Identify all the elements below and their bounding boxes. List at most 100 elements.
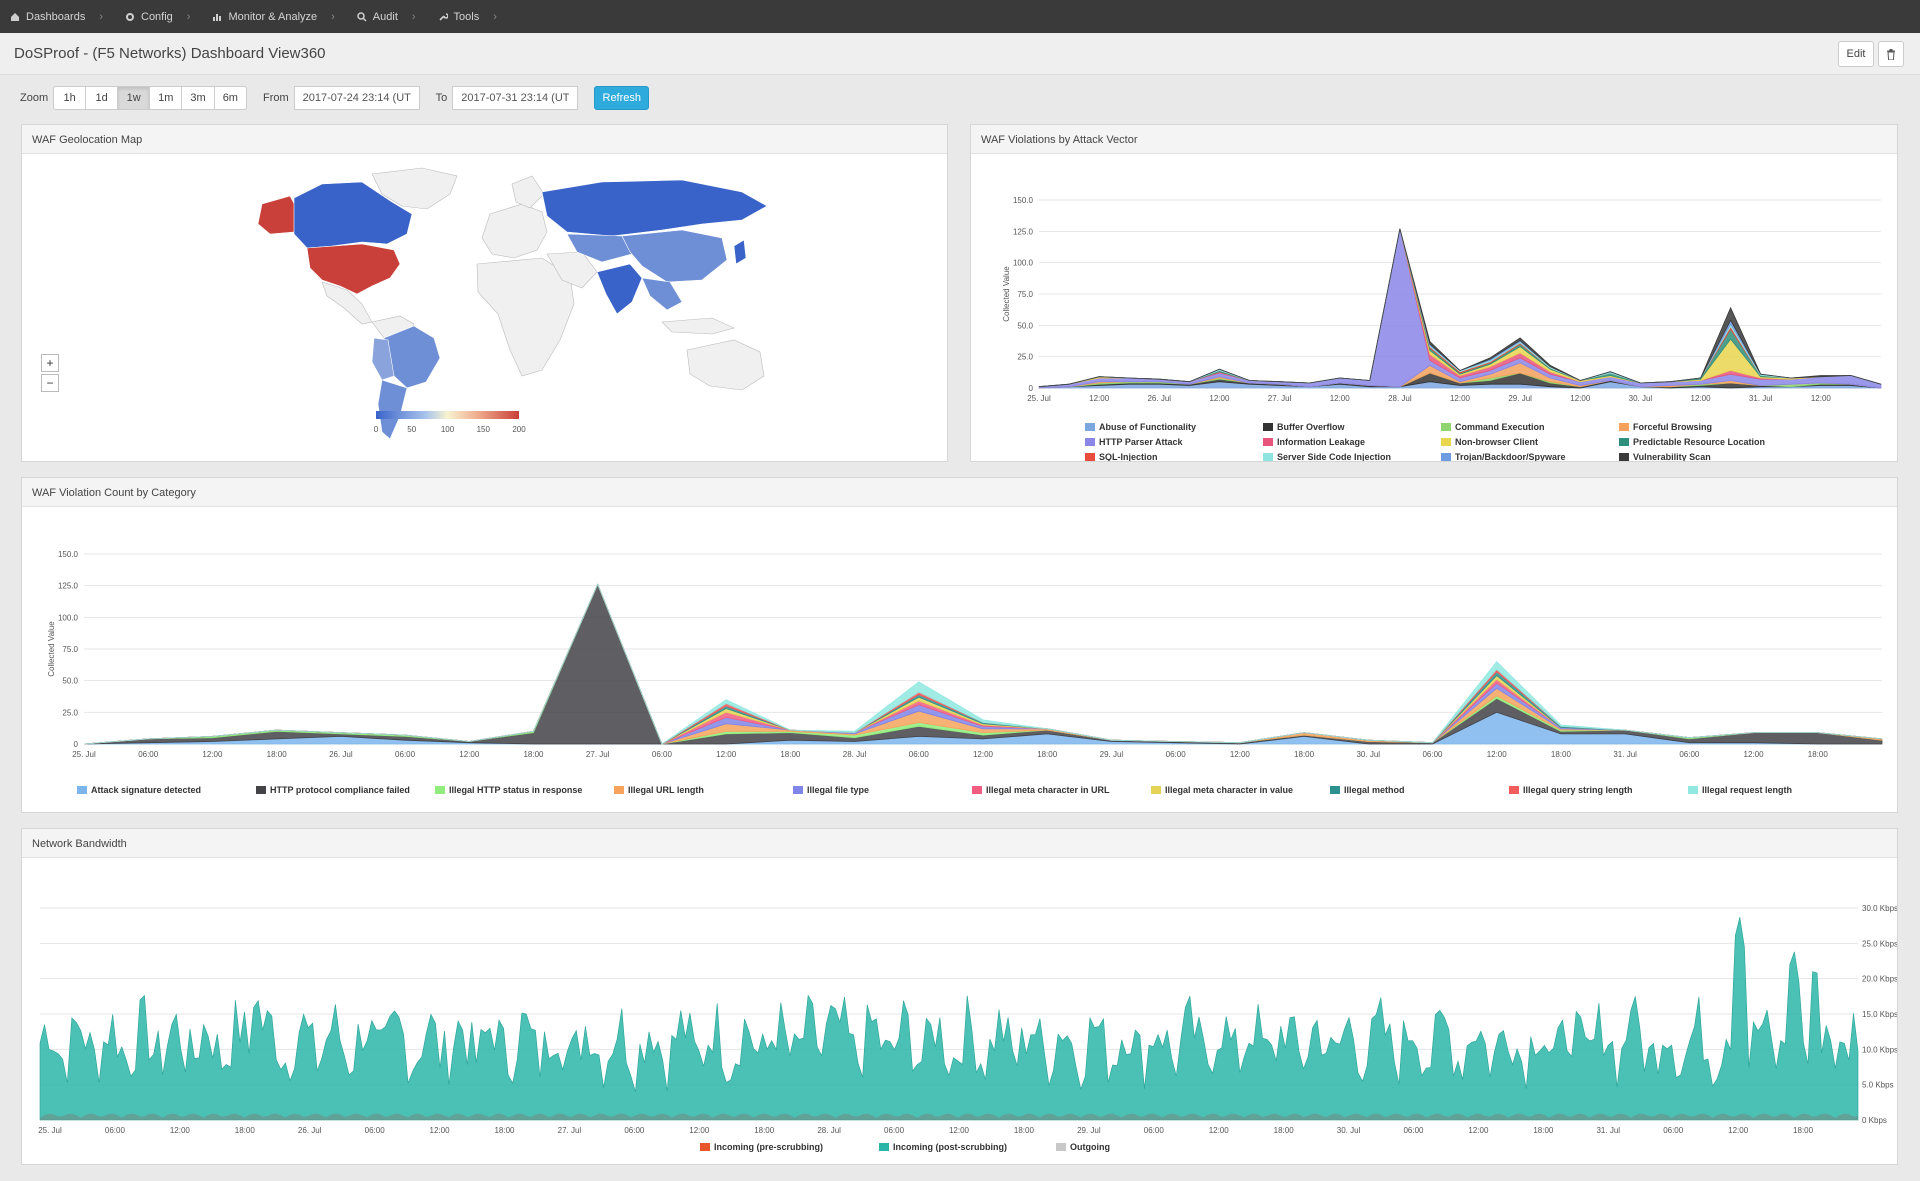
- legend-item[interactable]: HTTP Parser Attack: [1085, 437, 1184, 447]
- map-scale-tick: 0: [374, 425, 379, 434]
- y-tick-label: 0: [74, 740, 79, 749]
- country-china: [621, 229, 728, 283]
- legend-item[interactable]: Abuse of Functionality: [1085, 422, 1196, 432]
- legend-item[interactable]: HTTP protocol compliance failed: [256, 785, 410, 795]
- legend-item[interactable]: Illegal URL length: [614, 785, 704, 795]
- legend-label: Illegal file type: [807, 785, 869, 795]
- from-label: From: [262, 92, 289, 104]
- legend-item[interactable]: Illegal query string length: [1509, 785, 1633, 795]
- zoom-6m-button[interactable]: 6m: [213, 86, 247, 110]
- bar-chart-icon: [213, 13, 222, 21]
- x-tick-label: 12:00: [1089, 394, 1110, 403]
- map-zoom-in-button[interactable]: +: [41, 354, 59, 372]
- y-tick-label: 50.0: [1017, 321, 1033, 330]
- legend-item[interactable]: Command Execution: [1441, 422, 1545, 432]
- legend-swatch: [1330, 786, 1340, 794]
- y-tick-label: 100.0: [58, 613, 79, 622]
- zoom-1d-button[interactable]: 1d: [85, 86, 119, 110]
- zoom-3m-button[interactable]: 3m: [181, 86, 215, 110]
- attack-vector-chart[interactable]: 150.0 125.0 100.0 75.0 50.0 25.0 0 Collected Va…: [971, 154, 1897, 461]
- x-tick-label: 18:00: [1037, 750, 1058, 759]
- legend-label: Information Leakage: [1277, 437, 1365, 447]
- wrench-icon: [438, 12, 448, 21]
- x-tick-label: 18:00: [1294, 750, 1315, 759]
- x-tick-label: 18:00: [1533, 1126, 1554, 1135]
- legend-item[interactable]: Illegal file type: [793, 785, 869, 795]
- x-tick-label: 06:00: [105, 1126, 126, 1135]
- nav-item-dashboards[interactable]: Dashboards ›: [10, 11, 103, 23]
- series-area-vulnerability-scan[interactable]: [1038, 228, 1882, 388]
- x-tick-label: 12:00: [1487, 750, 1508, 759]
- y-tick-label: 25.0: [1017, 353, 1033, 362]
- legend-item[interactable]: Outgoing: [1056, 1142, 1110, 1152]
- series-area-incoming-pre-scrubbing[interactable]: [40, 1113, 1858, 1120]
- zoom-1w-button[interactable]: 1w: [117, 86, 151, 110]
- legend-item[interactable]: SQL-Injection: [1085, 452, 1158, 461]
- series-area-incoming-post-scrubbing[interactable]: [39, 917, 1859, 1121]
- x-tick-label: 12:00: [1450, 394, 1471, 403]
- y-tick-label: 125.0: [58, 582, 79, 591]
- map-scale-tick: 150: [477, 425, 491, 434]
- legend-item[interactable]: Illegal request length: [1688, 785, 1792, 795]
- y-tick-label: 75.0: [1017, 290, 1033, 299]
- series-area-illegal-request-length[interactable]: [83, 583, 1883, 745]
- attack-vector-panel: WAF Violations by Attack Vector 150.0 125…: [970, 124, 1898, 462]
- legend-item[interactable]: Buffer Overflow: [1263, 422, 1346, 432]
- world-map[interactable]: 0 50 100 150 200: [22, 154, 947, 461]
- x-tick-label: 12:00: [430, 1126, 451, 1135]
- x-tick-label: 12:00: [1570, 394, 1591, 403]
- legend-item[interactable]: Incoming (pre-scrubbing): [700, 1142, 823, 1152]
- violation-category-chart[interactable]: 150.0 125.0 100.0 75.0 50.0 25.0 0 Collected Va…: [22, 507, 1897, 812]
- legend-item[interactable]: Trojan/Backdoor/Spyware: [1441, 452, 1566, 461]
- legend-item[interactable]: Vulnerability Scan: [1619, 452, 1711, 461]
- legend-item[interactable]: Information Leakage: [1263, 437, 1365, 447]
- legend-swatch: [1441, 453, 1451, 461]
- from-date-input[interactable]: [293, 86, 420, 110]
- map-countries: [257, 167, 768, 440]
- legend-item[interactable]: Incoming (post-scrubbing): [879, 1142, 1007, 1152]
- zoom-1m-button[interactable]: 1m: [149, 86, 183, 110]
- map-zoom-out-button[interactable]: −: [41, 374, 59, 392]
- country-india: [596, 263, 643, 315]
- network-bandwidth-chart[interactable]: 30.0 Kbps 25.0 Kbps 20.0 Kbps 15.0 Kbps 10.0…: [22, 858, 1897, 1164]
- legend-item[interactable]: Forceful Browsing: [1619, 422, 1712, 432]
- legend-item[interactable]: Attack signature detected: [77, 785, 201, 795]
- legend-item[interactable]: Illegal method: [1330, 785, 1405, 795]
- x-tick-label: 25. Jul: [38, 1126, 62, 1135]
- edit-button[interactable]: Edit: [1838, 41, 1874, 67]
- delete-button[interactable]: [1878, 41, 1904, 67]
- legend-item[interactable]: Illegal HTTP status in response: [435, 785, 582, 795]
- nav-item-audit[interactable]: Audit ›: [357, 11, 416, 23]
- x-tick-label: 25. Jul: [72, 750, 96, 759]
- map-scale-tick: 100: [441, 425, 455, 434]
- legend-label: Command Execution: [1455, 422, 1545, 432]
- x-tick-label: 18:00: [780, 750, 801, 759]
- y-tick-label: 125.0: [1013, 227, 1034, 236]
- refresh-button[interactable]: Refresh: [594, 86, 650, 110]
- country-australia: [686, 339, 765, 391]
- legend-item[interactable]: Predictable Resource Location: [1619, 437, 1765, 447]
- nav-item-config[interactable]: Config ›: [125, 11, 190, 23]
- x-tick-label: 27. Jul: [586, 750, 610, 759]
- country-mexico: [321, 281, 373, 325]
- x-tick-label: 30. Jul: [1337, 1126, 1361, 1135]
- country-usa: [306, 243, 401, 295]
- nav-item-monitor-analyze[interactable]: Monitor & Analyze ›: [212, 11, 335, 23]
- legend-item[interactable]: Illegal meta character in value: [1151, 785, 1293, 795]
- y-tick-label: 5.0 Kbps: [1862, 1081, 1894, 1090]
- legend-label: Trojan/Backdoor/Spyware: [1455, 452, 1566, 461]
- violation-category-title: WAF Violation Count by Category: [22, 478, 1897, 507]
- legend-item[interactable]: Illegal meta character in URL: [972, 785, 1110, 795]
- legend-item[interactable]: Non-browser Client: [1441, 437, 1538, 447]
- nav-item-tools[interactable]: Tools ›: [438, 11, 497, 23]
- legend-item[interactable]: Server Side Code Injection: [1263, 452, 1391, 461]
- y-tick-label: 0 Kbps: [1862, 1116, 1887, 1125]
- to-date-input[interactable]: [452, 86, 579, 110]
- x-tick-label: 31. Jul: [1596, 1126, 1620, 1135]
- legend-label: Illegal meta character in URL: [986, 785, 1110, 795]
- zoom-1h-button[interactable]: 1h: [53, 86, 87, 110]
- x-tick-label: 28. Jul: [843, 750, 867, 759]
- page-title: DoSProof - (F5 Networks) Dashboard View3…: [14, 45, 326, 62]
- country-scandinavia: [511, 175, 545, 209]
